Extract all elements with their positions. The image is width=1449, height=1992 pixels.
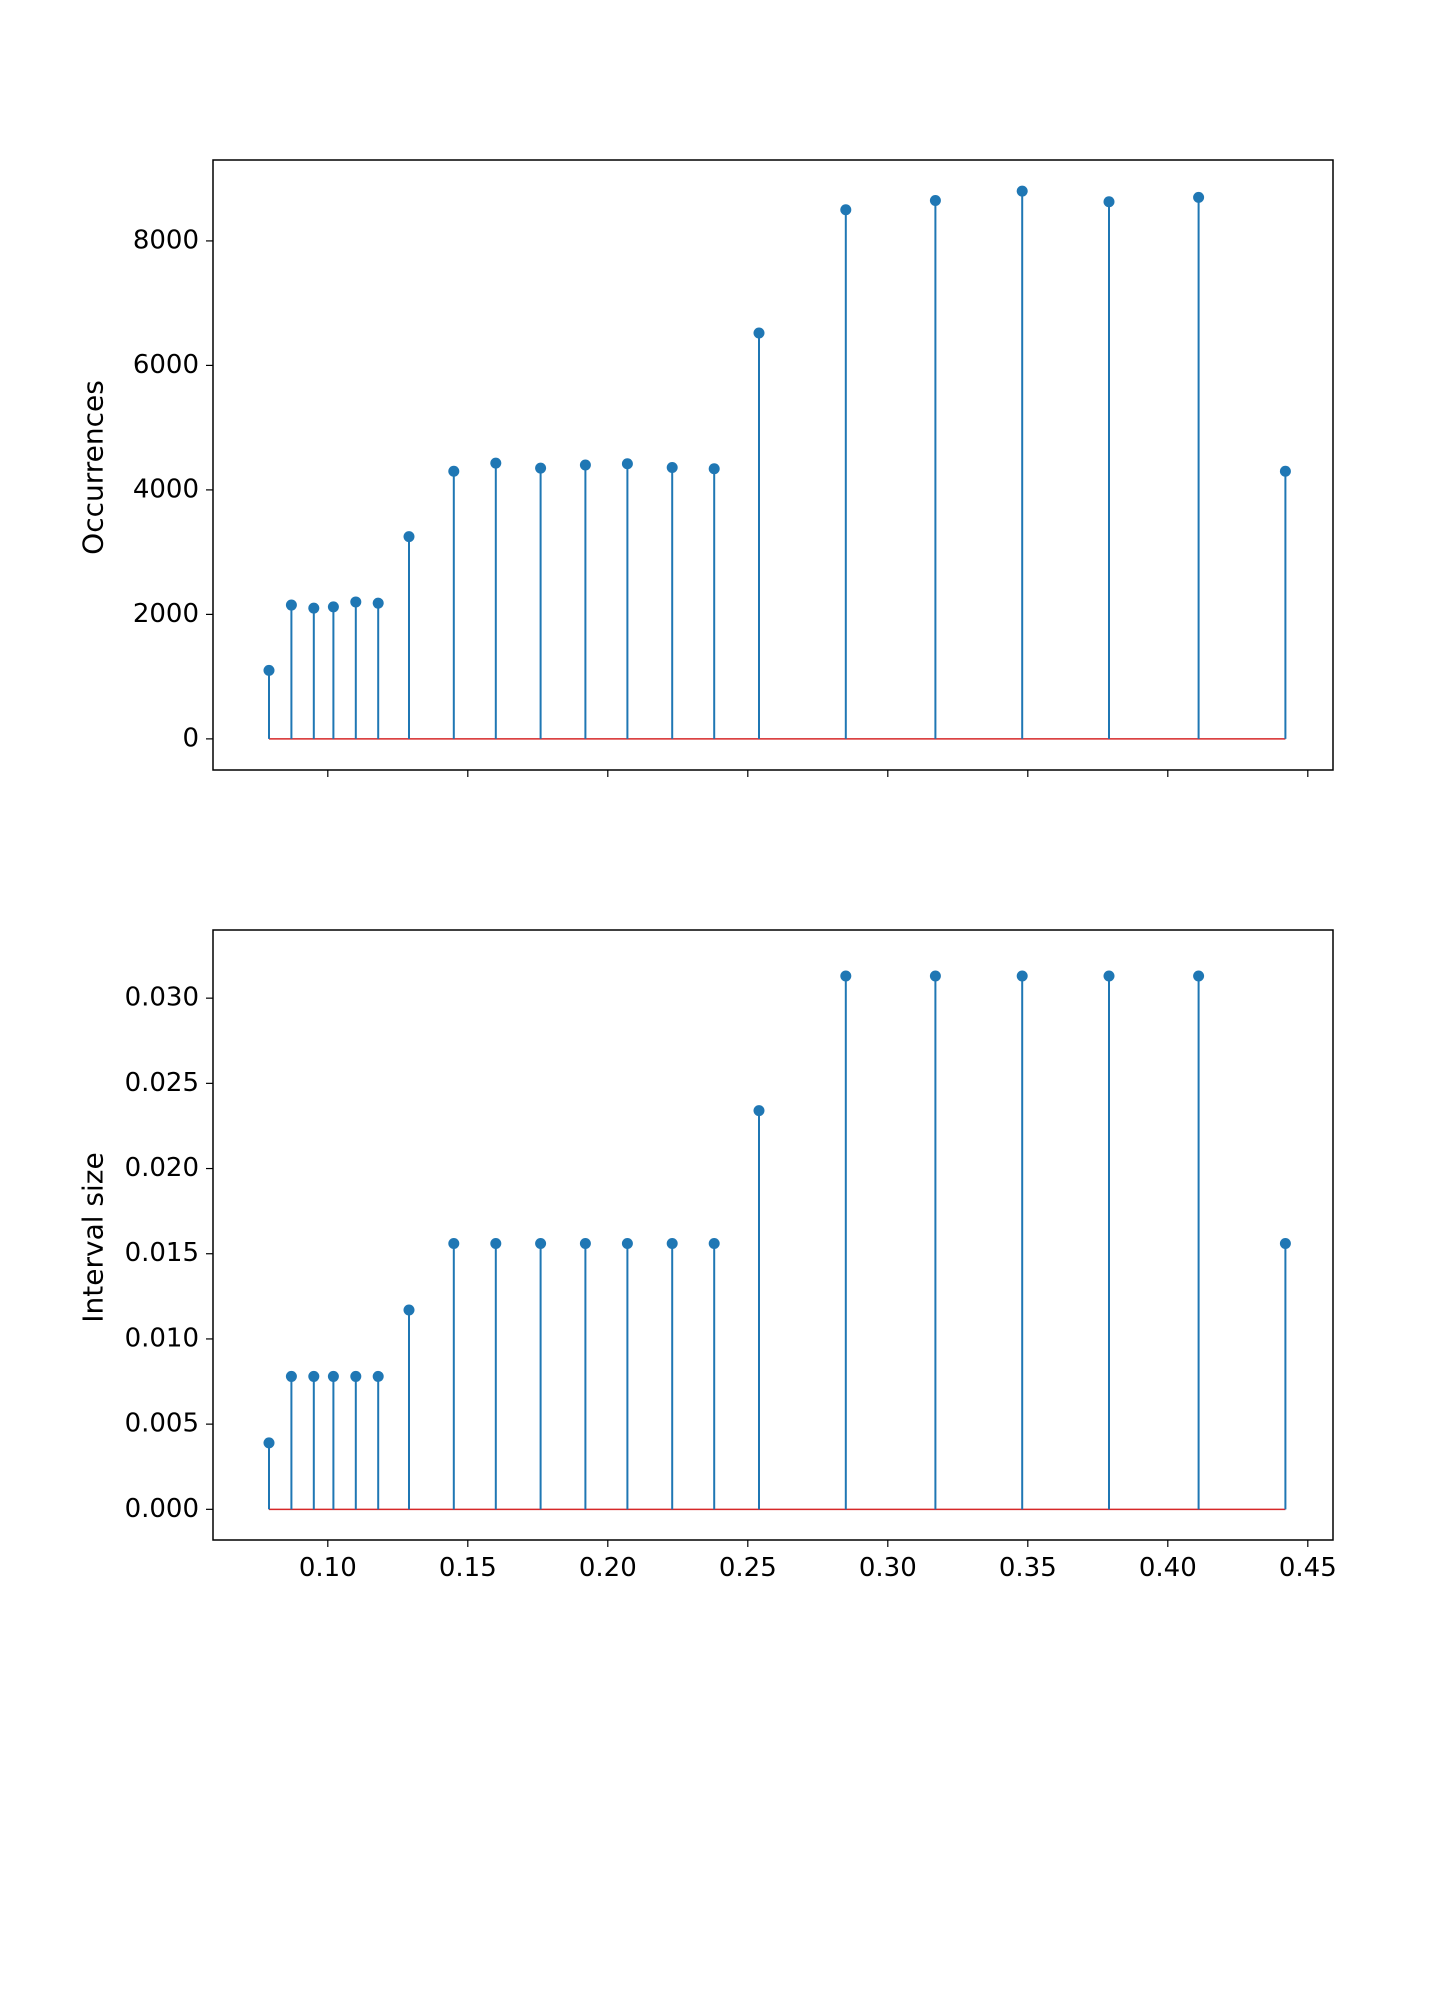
stem-marker — [308, 1371, 319, 1382]
stem-marker — [840, 204, 851, 215]
stem-marker — [350, 596, 361, 607]
ytick-label: 0.030 — [125, 983, 199, 1013]
stem-marker — [840, 971, 851, 982]
stem-marker — [535, 463, 546, 474]
stem-marker — [350, 1371, 361, 1382]
stem-marker — [286, 600, 297, 611]
stem-marker — [308, 603, 319, 614]
stem-marker — [404, 1304, 415, 1315]
ytick-label: 0.000 — [125, 1494, 199, 1524]
xtick-label: 0.45 — [1279, 1553, 1337, 1583]
stem-marker — [1193, 192, 1204, 203]
stem-marker — [580, 1238, 591, 1249]
stem-marker — [622, 1238, 633, 1249]
ytick-label: 2000 — [133, 599, 199, 629]
ytick-label: 0.020 — [125, 1153, 199, 1183]
occurrences-chart: 0 2000 4000 6000 8000 — [73, 140, 1363, 840]
xtick-label: 0.15 — [439, 1553, 497, 1583]
plot-border — [213, 160, 1333, 770]
ytick-label: 0 — [182, 723, 199, 753]
stem-marker — [490, 1238, 501, 1249]
stem-marker — [373, 598, 384, 609]
stem-marker — [1280, 1238, 1291, 1249]
stem-marker — [490, 458, 501, 469]
ytick-label: 0.015 — [125, 1238, 199, 1268]
stem-marker — [448, 466, 459, 477]
stem-marker — [373, 1371, 384, 1382]
ytick-label: 0.025 — [125, 1068, 199, 1098]
stem-marker — [328, 601, 339, 612]
xtick-label: 0.10 — [299, 1553, 357, 1583]
ytick-label: 0.010 — [125, 1323, 199, 1353]
stem-marker — [930, 195, 941, 206]
stem-marker — [1017, 186, 1028, 197]
figure-container: 02000400060008000Occurrences0.0000.0050.… — [0, 0, 1449, 1992]
xtick-label: 0.40 — [1139, 1553, 1197, 1583]
stem-marker — [1017, 971, 1028, 982]
stem-marker — [1104, 196, 1115, 207]
occurrences-ylabel: Occurrences — [77, 318, 110, 618]
stem-marker — [328, 1371, 339, 1382]
stem-marker — [709, 1238, 720, 1249]
stem-marker — [709, 463, 720, 474]
stem-marker — [754, 1105, 765, 1116]
ytick-label: 8000 — [133, 225, 199, 255]
stem-marker — [404, 531, 415, 542]
xtick-label: 0.30 — [859, 1553, 917, 1583]
stem-marker — [535, 1238, 546, 1249]
stem-marker — [1280, 466, 1291, 477]
ytick-label: 6000 — [133, 350, 199, 380]
stem-marker — [1193, 971, 1204, 982]
ytick-label: 4000 — [133, 474, 199, 504]
interval-size-chart: 0.000 0.005 0.010 0.015 0.020 0.025 0.030 0.10 0… — [73, 910, 1363, 1610]
xtick-label: 0.35 — [999, 1553, 1057, 1583]
stem-marker — [930, 971, 941, 982]
plot-border — [213, 930, 1333, 1540]
stem-marker — [754, 328, 765, 339]
stem-marker — [448, 1238, 459, 1249]
xtick-label: 0.25 — [719, 1553, 777, 1583]
stem-marker — [622, 458, 633, 469]
stem-marker — [667, 462, 678, 473]
stem-marker — [264, 1437, 275, 1448]
stem-marker — [667, 1238, 678, 1249]
stem-marker — [580, 460, 591, 471]
interval-size-ylabel: Interval size — [77, 1088, 110, 1388]
stem-marker — [264, 665, 275, 676]
xtick-label: 0.20 — [579, 1553, 637, 1583]
ytick-label: 0.005 — [125, 1409, 199, 1439]
stem-marker — [1104, 971, 1115, 982]
stem-marker — [286, 1371, 297, 1382]
